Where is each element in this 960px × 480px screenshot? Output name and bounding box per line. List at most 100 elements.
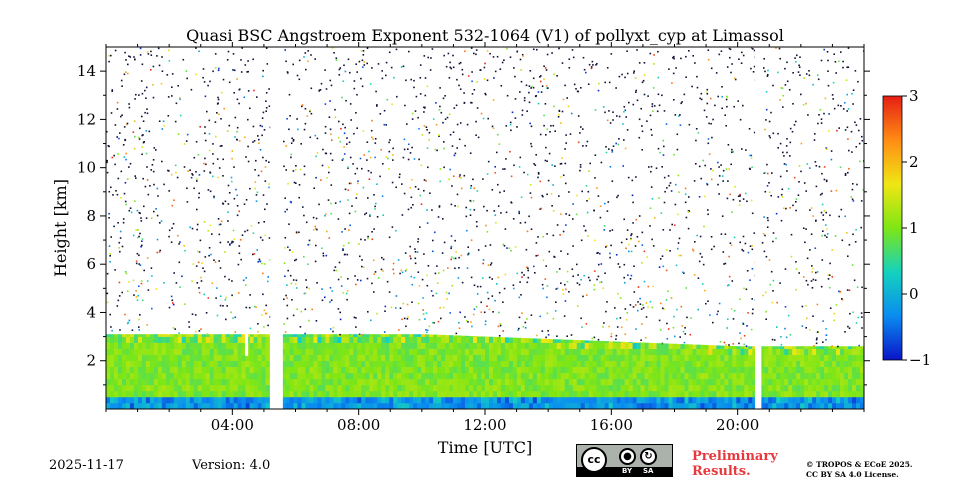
heatmap-cell <box>309 334 314 337</box>
noise-dot <box>667 290 669 292</box>
heatmap-cell <box>564 360 570 368</box>
noise-dot <box>364 239 366 241</box>
heatmap-cell <box>141 348 147 355</box>
noise-dot <box>345 292 348 295</box>
noise-dot <box>423 179 426 181</box>
noise-dot <box>523 171 525 174</box>
heatmap-cell <box>113 402 119 409</box>
heatmap-cell <box>712 348 717 355</box>
heatmap-cell <box>209 390 215 398</box>
noise-dot <box>407 158 410 161</box>
noise-dot <box>690 317 692 319</box>
noise-dot <box>329 79 332 82</box>
noise-dot <box>825 328 827 330</box>
noise-dot <box>821 234 823 237</box>
noise-dot <box>404 252 407 254</box>
heatmap-cell <box>265 378 270 386</box>
noise-dot <box>374 142 377 144</box>
noise-dot <box>481 277 484 279</box>
noise-dot <box>231 280 233 282</box>
heatmap-cell <box>117 402 123 409</box>
noise-dot <box>195 47 197 49</box>
heatmap-cell <box>205 396 211 404</box>
noise-dot <box>312 216 315 219</box>
heatmap-cell <box>684 360 689 368</box>
heatmap-cell <box>481 396 486 404</box>
heatmap-cell <box>217 372 222 380</box>
heatmap-cell <box>568 372 574 380</box>
heatmap-cell <box>285 396 290 404</box>
noise-dot <box>289 274 292 277</box>
heatmap-cell <box>828 348 833 355</box>
noise-dot <box>560 213 562 215</box>
noise-dot <box>612 119 614 121</box>
noise-dot <box>383 109 386 112</box>
heatmap-cell <box>305 360 310 368</box>
noise-dot <box>203 270 206 273</box>
heatmap-cell <box>728 360 733 368</box>
heatmap-cell <box>632 366 637 374</box>
heatmap-cell <box>712 378 717 386</box>
noise-dot <box>219 241 222 244</box>
heatmap-cell <box>580 378 586 386</box>
noise-dot <box>841 298 844 301</box>
heatmap-cell <box>820 384 825 392</box>
noise-dot <box>795 209 797 212</box>
noise-dot <box>688 123 691 126</box>
noise-dot <box>128 319 131 322</box>
noise-dot <box>766 172 769 175</box>
noise-dot <box>777 132 779 135</box>
noise-dot <box>319 89 322 91</box>
heatmap-cell <box>540 360 546 368</box>
noise-dot <box>529 183 532 186</box>
noise-dot <box>362 66 364 68</box>
heatmap-cell <box>628 396 633 404</box>
noise-dot <box>450 245 453 248</box>
noise-dot <box>118 281 121 284</box>
heatmap-cell <box>788 390 793 398</box>
noise-dot <box>557 116 560 118</box>
noise-dot <box>695 139 697 142</box>
heatmap-cell <box>201 360 207 368</box>
noise-dot <box>740 337 742 340</box>
noise-dot <box>677 213 679 216</box>
heatmap-cell <box>704 344 709 349</box>
heatmap-cell <box>628 342 633 343</box>
noise-dot <box>344 253 346 256</box>
noise-dot <box>304 122 307 125</box>
noise-dot <box>706 93 709 95</box>
noise-dot <box>256 249 258 251</box>
noise-dot <box>497 325 500 328</box>
heatmap-cell <box>185 372 191 380</box>
heatmap-cell <box>201 372 207 380</box>
noise-dot <box>329 328 332 330</box>
noise-dot <box>178 243 180 245</box>
noise-dot <box>752 308 754 311</box>
noise-dot <box>367 170 370 172</box>
noise-dot <box>391 226 394 228</box>
heatmap-cell <box>720 345 725 349</box>
noise-dot <box>258 258 261 261</box>
heatmap-cell <box>604 341 609 343</box>
heatmap-cell <box>213 348 219 355</box>
noise-dot <box>657 76 660 79</box>
noise-dot <box>771 301 774 304</box>
noise-dot <box>657 50 659 53</box>
heatmap-cell <box>552 390 558 398</box>
noise-dot <box>432 118 435 120</box>
noise-dot <box>503 190 505 192</box>
heatmap-cell <box>369 354 374 362</box>
noise-dot <box>738 204 741 206</box>
noise-dot <box>473 52 475 55</box>
heatmap-cell <box>612 378 617 386</box>
heatmap-cell <box>373 336 378 343</box>
heatmap-cell <box>257 372 262 380</box>
heatmap-cell <box>121 384 127 392</box>
heatmap-cell <box>197 348 203 355</box>
heatmap-cell <box>221 366 226 374</box>
noise-dot <box>196 180 198 182</box>
noise-dot <box>718 302 721 305</box>
heatmap-cell <box>345 390 350 398</box>
noise-dot <box>295 231 298 233</box>
heatmap-cell <box>604 396 609 404</box>
